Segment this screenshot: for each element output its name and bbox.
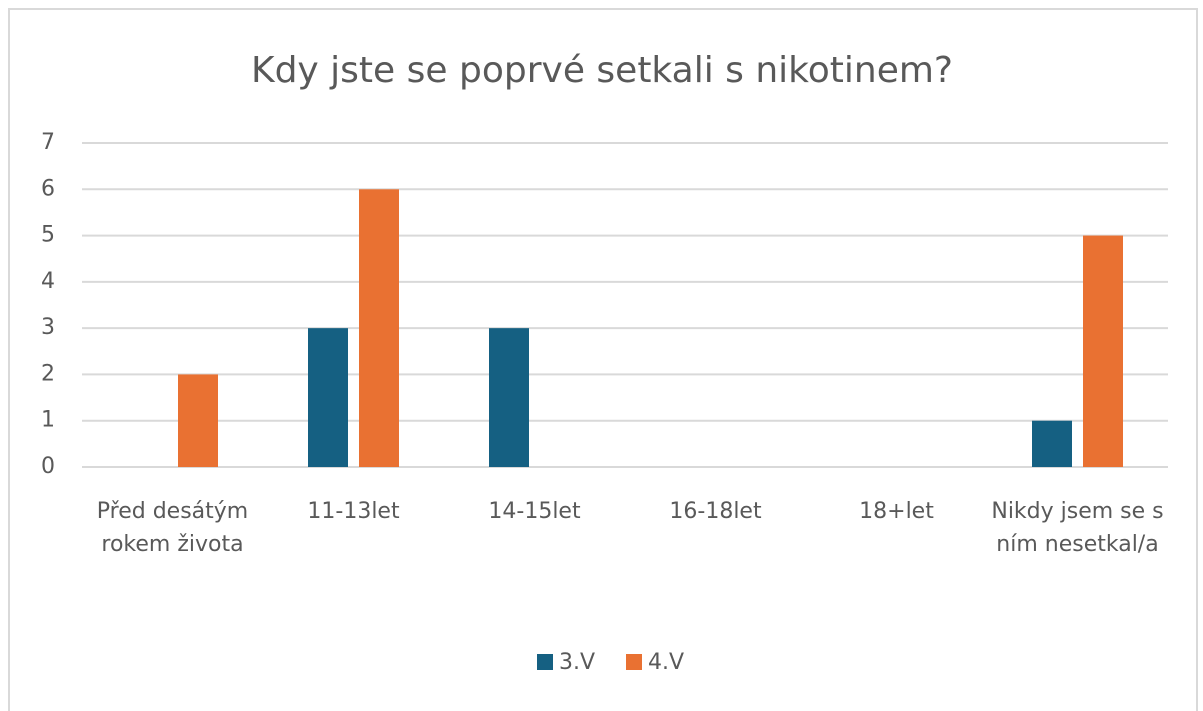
legend-swatch — [537, 654, 553, 670]
y-tick-label: 0 — [41, 454, 55, 479]
y-tick-label: 3 — [41, 315, 55, 340]
legend-label: 4.V — [648, 650, 684, 675]
y-tick-label: 2 — [41, 361, 55, 386]
bar — [178, 374, 218, 467]
x-tick-label: 11-13let — [307, 499, 400, 524]
bar — [359, 189, 399, 468]
x-tick-label: 18+let — [859, 499, 934, 524]
y-tick-label: 6 — [41, 176, 55, 201]
x-tick-label: 14-15let — [488, 499, 581, 524]
x-tick-label: 16-18let — [669, 499, 762, 524]
bar — [489, 328, 529, 467]
y-tick-label: 4 — [41, 269, 55, 294]
x-tick-label: Před desátým rokem života — [96, 499, 249, 557]
chart-frame — [8, 8, 1198, 711]
y-tick-label: 1 — [41, 408, 55, 433]
x-tick-label: Nikdy jsem se s ním nesetkal/a — [991, 499, 1164, 557]
legend-label: 3.V — [559, 650, 595, 675]
bar — [308, 328, 348, 467]
bar — [1083, 235, 1123, 467]
y-tick-label: 7 — [41, 130, 55, 155]
bar — [1032, 420, 1072, 467]
chart-title: Kdy jste se poprvé setkali s nikotinem? — [251, 50, 953, 91]
legend-swatch — [626, 654, 642, 670]
y-tick-label: 5 — [41, 223, 55, 248]
